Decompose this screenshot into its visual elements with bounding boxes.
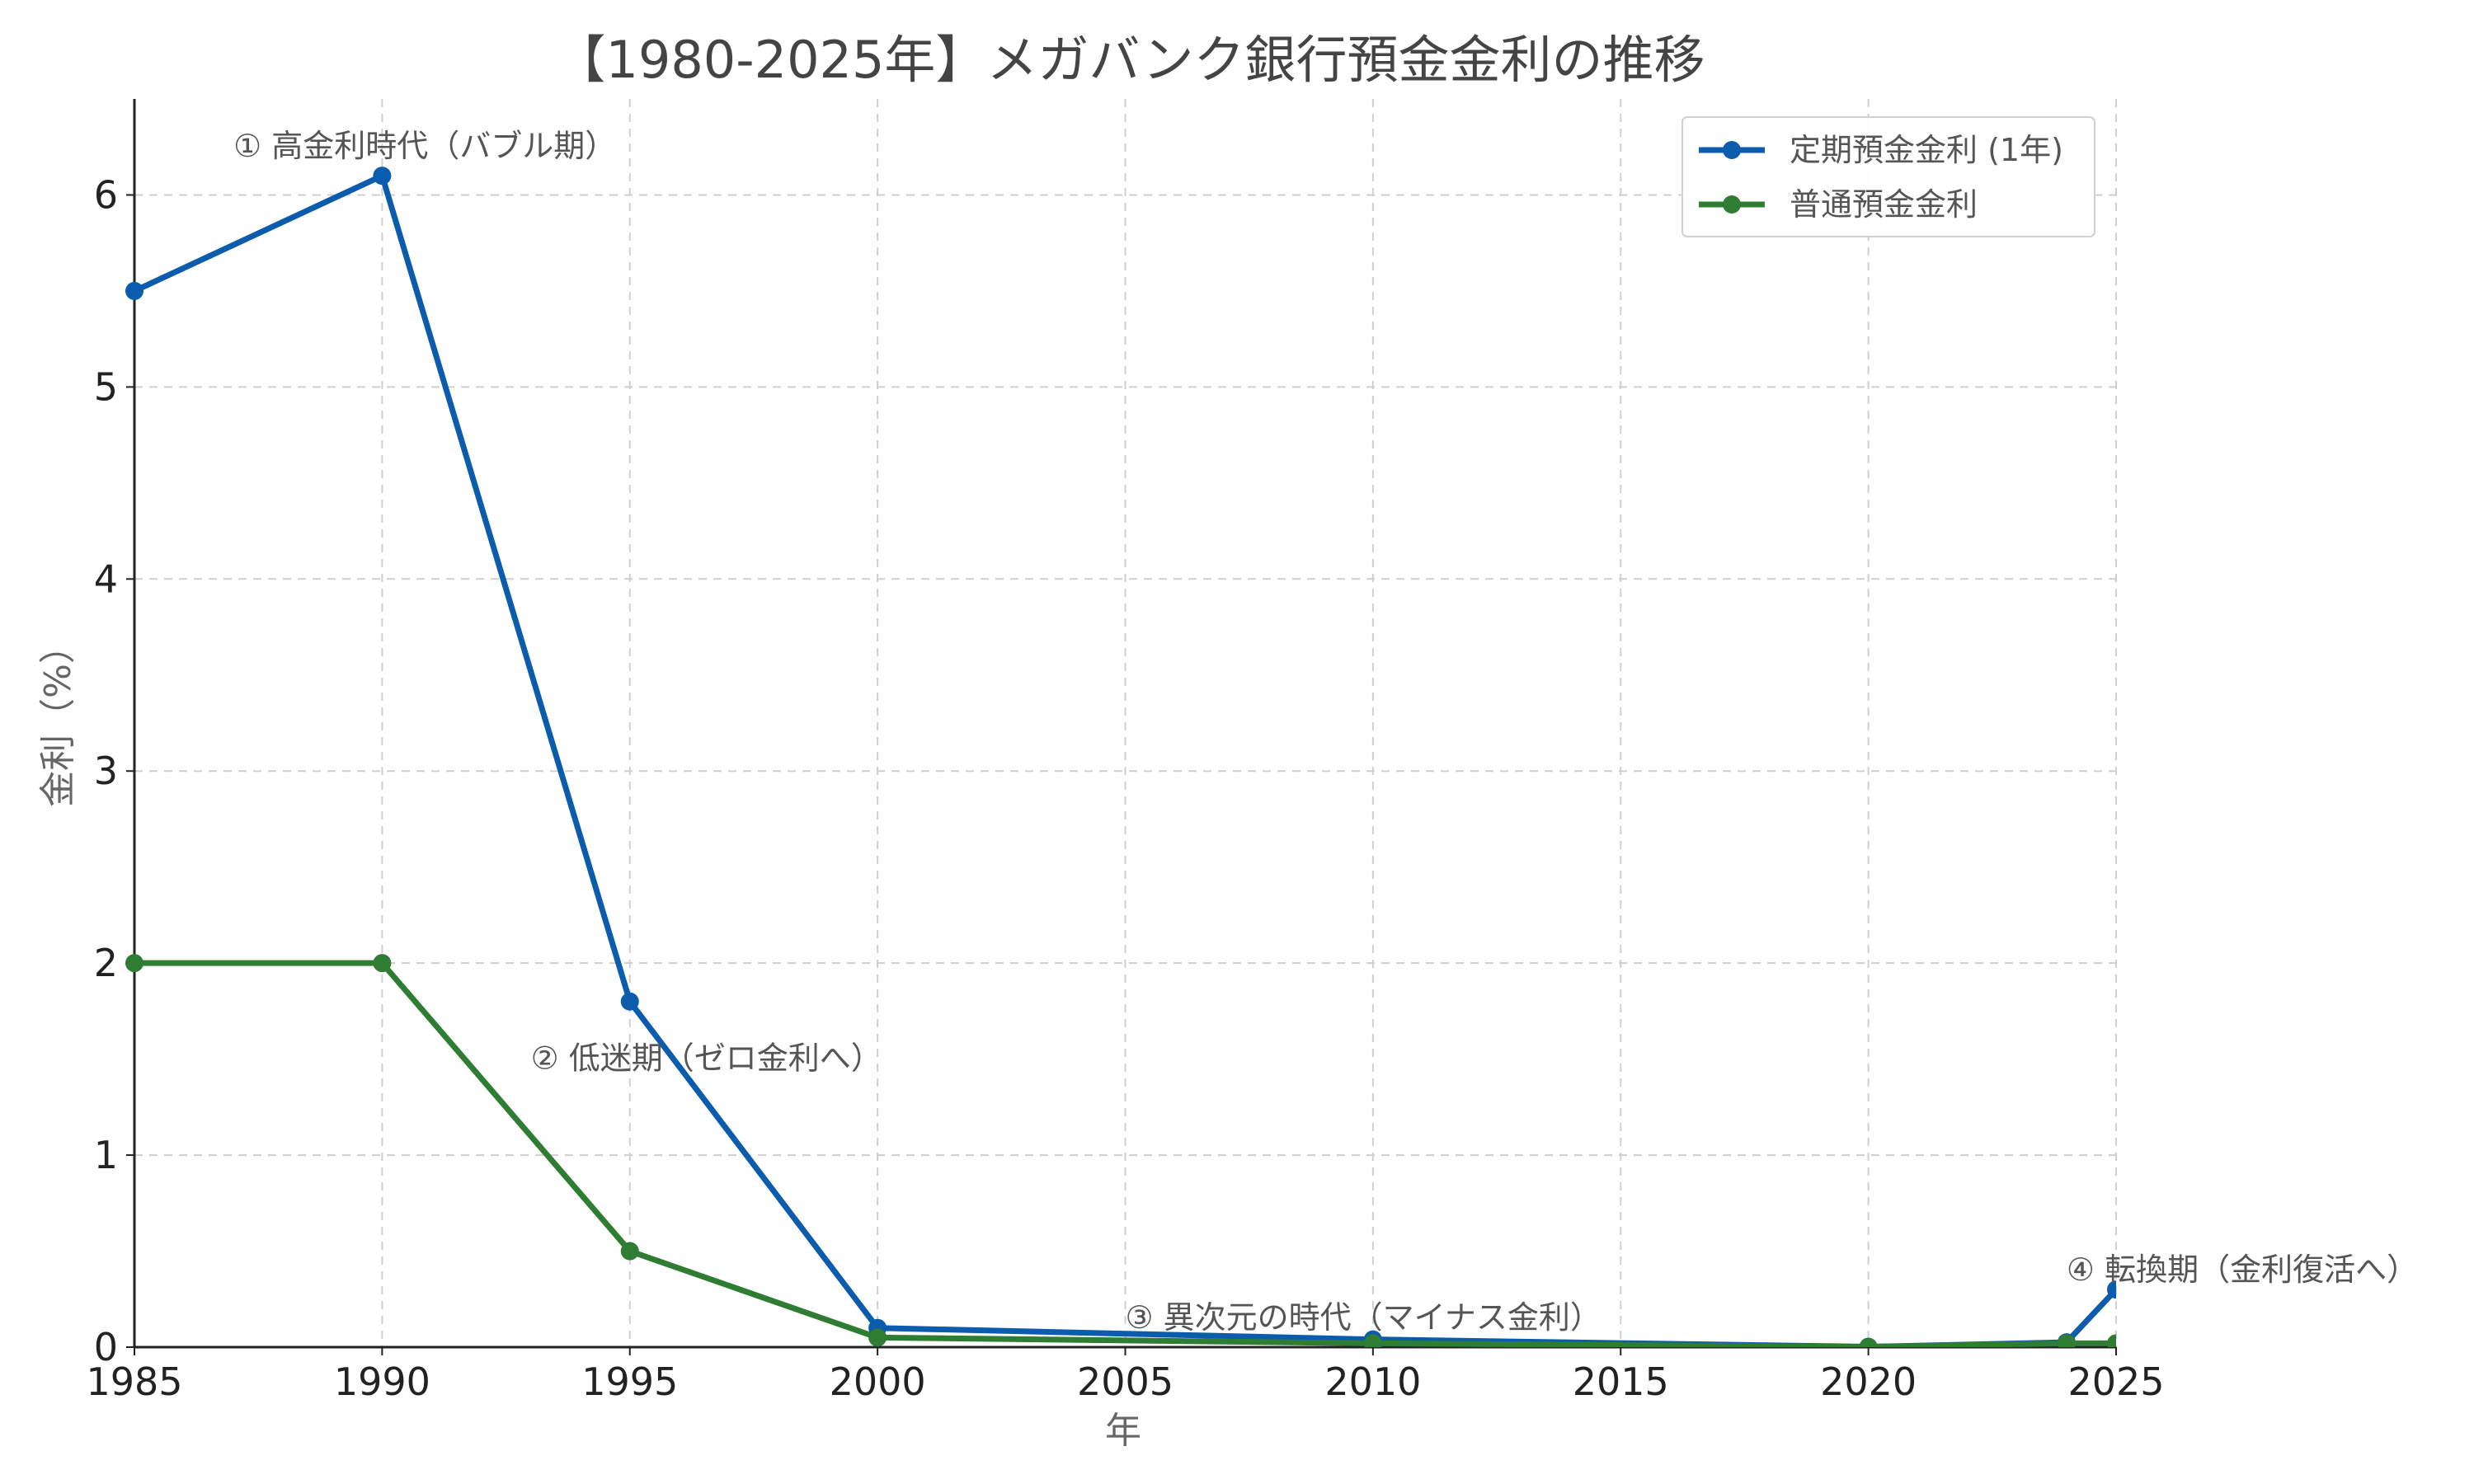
y-tick-label: 5 [94,364,118,409]
annotation-4: ④ 転換期（金利復活へ） [2067,1252,2418,1288]
annotations: ① 高金利時代（バブル期） ② 低迷期（ゼロ金利へ） ③ 異次元の時代（マイナス金利… [233,128,2418,1336]
x-tick-label: 2005 [1077,1360,1174,1404]
legend-label: 定期預金金利 (1年) [1790,132,2063,168]
y-tick-label: 6 [94,172,118,217]
y-tick-label: 2 [94,941,118,985]
series-group [125,167,2116,1347]
data-point [620,992,639,1011]
legend-label: 普通預金金利 [1790,186,1978,223]
series-2 [125,954,2116,1347]
chart-title: 【1980-2025年】メガバンク銀行預金金利の推移 [554,30,1705,90]
x-tick-label: 2015 [1573,1360,1669,1404]
data-point [1859,1337,1878,1347]
legend-swatch-marker [1723,141,1741,159]
y-tick-label: 3 [94,749,118,793]
annotation-1: ① 高金利時代（バブル期） [233,128,616,164]
x-tick-label: 2025 [2067,1360,2164,1404]
data-point [125,281,143,300]
data-point [2107,1334,2116,1347]
data-point [620,1242,639,1261]
x-axis-label: 年 [1105,1410,1141,1452]
annotation-3: ③ 異次元の時代（マイナス金利） [1126,1299,1602,1336]
x-tick-label: 1990 [334,1360,430,1404]
x-tick-label: 2010 [1324,1360,1421,1404]
annotation-2: ② 低迷期（ゼロ金利へ） [531,1040,882,1077]
data-point [1363,1334,1382,1347]
x-tick-label: 1995 [581,1360,678,1404]
grid [134,99,2117,1348]
data-point [373,167,392,186]
data-point [373,954,392,973]
labels: 【1980-2025年】メガバンク銀行預金金利の推移 年 金利（%） [37,30,1705,1452]
series-line [134,960,2116,1347]
y-axis-label: 金利（%） [37,627,79,807]
legend-item[interactable]: 普通預金金利 [1699,186,1978,223]
legend-swatch-marker [1723,195,1741,214]
y-tick-label: 1 [94,1133,118,1177]
data-point [2107,1280,2116,1299]
axes: 1985 1990 1995 2000 2005 2010 2015 2020 2025 0 1 2 3… [86,99,2165,1404]
x-tick-label: 2000 [830,1360,926,1404]
legend-box [1681,116,2095,237]
data-point [125,954,143,973]
legend[interactable]: 定期預金金利 (1年) 普通預金金利 [1681,116,2095,237]
y-tick-label: 4 [94,556,118,601]
legend-item[interactable]: 定期預金金利 (1年) [1699,132,2063,168]
x-tick-label: 1985 [86,1360,182,1404]
data-point [868,1328,887,1347]
y-tick-label: 0 [94,1325,118,1369]
series-1 [125,167,2116,1347]
x-tick-label: 2020 [1820,1360,1917,1404]
data-point [2057,1334,2076,1347]
